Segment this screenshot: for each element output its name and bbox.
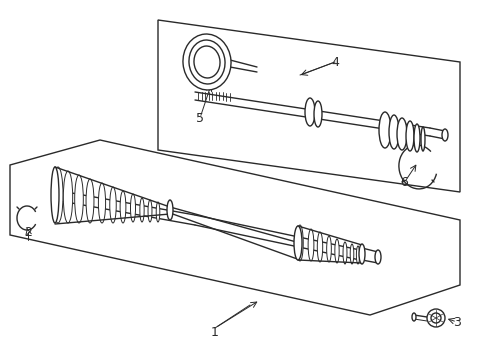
Text: 3: 3 [453, 315, 461, 328]
Ellipse shape [140, 198, 144, 222]
Ellipse shape [414, 124, 420, 152]
Ellipse shape [167, 200, 173, 220]
Ellipse shape [389, 115, 399, 149]
Polygon shape [158, 20, 460, 192]
Ellipse shape [379, 112, 391, 148]
Ellipse shape [297, 225, 303, 261]
Ellipse shape [335, 239, 339, 263]
Ellipse shape [356, 246, 360, 264]
Ellipse shape [314, 101, 322, 127]
Ellipse shape [86, 179, 94, 223]
Ellipse shape [343, 242, 347, 264]
Text: 5: 5 [196, 112, 204, 125]
Ellipse shape [74, 175, 83, 223]
Ellipse shape [294, 226, 302, 260]
Ellipse shape [397, 118, 407, 150]
Ellipse shape [375, 250, 381, 264]
Polygon shape [10, 140, 460, 315]
Ellipse shape [120, 191, 126, 223]
Ellipse shape [183, 34, 231, 90]
Ellipse shape [412, 313, 416, 321]
Ellipse shape [442, 129, 448, 141]
Text: 6: 6 [400, 176, 408, 189]
Ellipse shape [427, 309, 445, 327]
Ellipse shape [308, 229, 314, 261]
Ellipse shape [431, 313, 441, 323]
Ellipse shape [148, 200, 152, 222]
Ellipse shape [305, 98, 315, 126]
Ellipse shape [53, 167, 63, 223]
Ellipse shape [156, 202, 160, 222]
Ellipse shape [318, 232, 323, 262]
Ellipse shape [189, 40, 225, 84]
Ellipse shape [406, 121, 414, 151]
Ellipse shape [327, 236, 331, 262]
Text: 4: 4 [331, 55, 339, 68]
Text: 1: 1 [211, 327, 219, 339]
Ellipse shape [350, 244, 354, 264]
Ellipse shape [359, 244, 365, 264]
Ellipse shape [421, 127, 425, 151]
Ellipse shape [51, 167, 59, 223]
Ellipse shape [130, 194, 136, 222]
Ellipse shape [63, 171, 73, 223]
Ellipse shape [110, 187, 116, 223]
Ellipse shape [98, 183, 106, 223]
Text: 2: 2 [24, 225, 32, 238]
Ellipse shape [194, 46, 220, 78]
